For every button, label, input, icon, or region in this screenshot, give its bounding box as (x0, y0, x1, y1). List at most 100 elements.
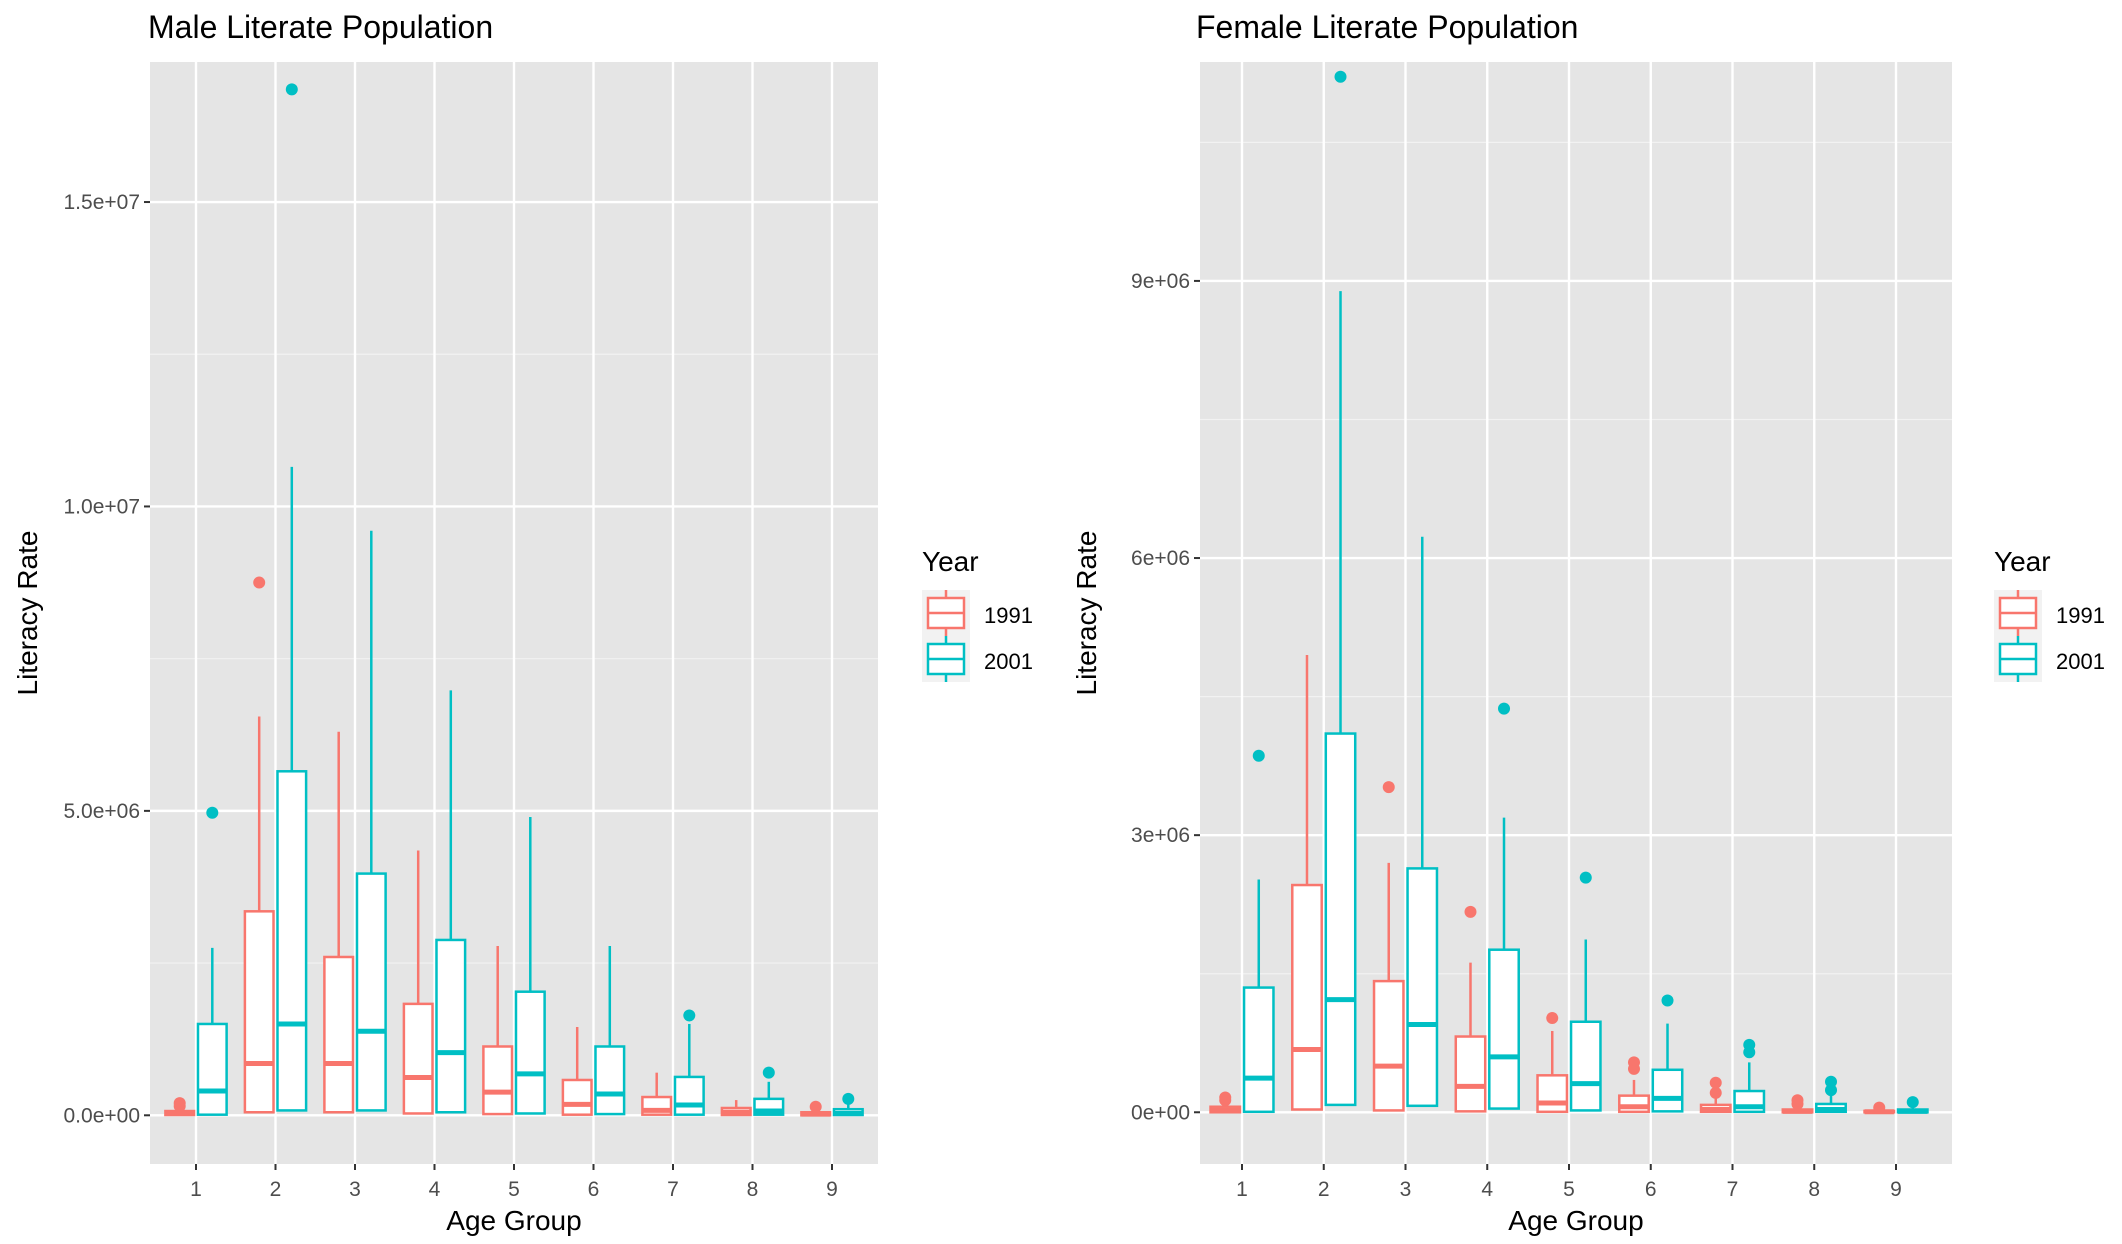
box-2001-6 (594, 946, 626, 1116)
legend-title: Year (1994, 546, 2051, 577)
iqr-box (1618, 1094, 1650, 1114)
outlier-point (253, 576, 266, 589)
outlier-point (1709, 1086, 1722, 1099)
x-tick-label: 8 (747, 1178, 759, 1201)
male-chart: Male Literate Population 0.0e+00 5.0e+06 1… (12, 9, 1033, 1236)
x-tick-label: 2 (1318, 1178, 1330, 1201)
x-tick-label: 2 (270, 1178, 282, 1201)
box-1991-8 (1781, 1094, 1814, 1114)
legend-title: Year (922, 546, 979, 577)
y-axis-label: Literacy Rate (1071, 531, 1102, 696)
x-tick-label: 9 (1890, 1178, 1902, 1201)
iqr-box (1291, 883, 1323, 1111)
chart-title: Female Literate Population (1196, 9, 1578, 45)
box-1991-9 (1863, 1101, 1896, 1115)
box-2001-1 (1242, 749, 1275, 1114)
legend: Year 1991 2001 (1994, 546, 2105, 682)
iqr-box (1406, 867, 1439, 1108)
iqr-box (276, 770, 308, 1112)
y-tick-label: 1.0e+07 (64, 495, 141, 518)
box-2001-3 (355, 530, 387, 1112)
box-2001-3 (1406, 536, 1439, 1108)
box-1991-6 (1618, 1056, 1650, 1114)
x-tick-label: 4 (1481, 1178, 1493, 1201)
box-2001-8 (1815, 1075, 1847, 1114)
box-2001-7 (673, 1009, 705, 1116)
female-chart: Female Literate Population 0e+00 3e+06 6e+… (1071, 9, 2105, 1236)
axis-ticks: 0.0e+00 5.0e+06 1.0e+07 1.5e+07 1 2 3 4 5 6 7 8 9 (64, 191, 838, 1201)
outlier-point (1906, 1096, 1919, 1109)
x-tick-label: 8 (1808, 1178, 1820, 1201)
outlier-point (1743, 1038, 1756, 1051)
legend-item-2001: 2001 (922, 636, 1033, 682)
legend-item-1991: 1991 (922, 590, 1033, 636)
iqr-box (673, 1075, 705, 1116)
x-tick-label: 4 (429, 1178, 441, 1201)
iqr-box (323, 955, 355, 1114)
box-1991-8 (720, 1100, 752, 1117)
legend: Year 1991 2001 (922, 546, 1033, 682)
box-2001-5 (1569, 871, 1602, 1112)
iqr-box (435, 938, 467, 1114)
iqr-box (1454, 1035, 1487, 1113)
box-1991-2 (1291, 655, 1323, 1111)
box-1991-1 (1209, 1091, 1242, 1114)
box-1991-3 (1372, 781, 1405, 1112)
box-1991-6 (561, 1027, 593, 1116)
box-1991-4 (1454, 905, 1487, 1113)
outlier-point (1709, 1076, 1722, 1089)
y-tick-label: 0e+00 (1131, 1101, 1190, 1124)
x-tick-label: 1 (190, 1178, 202, 1201)
outlier-point (1825, 1075, 1838, 1088)
box-1991-7 (641, 1072, 673, 1116)
y-tick-label: 9e+06 (1131, 270, 1190, 293)
outlier-point (1825, 1084, 1838, 1097)
outlier-point (285, 83, 298, 96)
box-2001-9 (1896, 1096, 1929, 1114)
box-2001-1 (196, 806, 228, 1116)
y-tick-label: 0.0e+00 (64, 1104, 141, 1127)
outlier-point (683, 1009, 696, 1022)
outlier-point (1579, 871, 1592, 884)
plot-data (164, 83, 864, 1117)
chart-title: Male Literate Population (148, 9, 493, 45)
x-tick-label: 5 (1563, 1178, 1575, 1201)
y-tick-label: 3e+06 (1131, 824, 1190, 847)
box-1991-5 (1536, 1012, 1569, 1114)
legend-label: 2001 (984, 649, 1033, 674)
legend-label: 2001 (2056, 649, 2105, 674)
iqr-box (1651, 1068, 1684, 1113)
box-1991-5 (482, 946, 514, 1116)
outlier-point (1219, 1091, 1232, 1104)
plot-data (1209, 70, 1929, 1115)
outlier-point (173, 1097, 186, 1110)
axis-ticks: 0e+00 3e+06 6e+06 9e+06 1 2 3 4 5 6 7 8 9 (1131, 270, 1902, 1201)
x-tick-label: 6 (1645, 1178, 1657, 1201)
box-2001-2 (1324, 70, 1357, 1107)
outlier-point (1661, 994, 1674, 1007)
outlier-point (1252, 749, 1265, 762)
outlier-point (762, 1066, 775, 1079)
x-tick-label: 7 (667, 1178, 679, 1201)
outlier-point (1791, 1094, 1804, 1107)
outlier-point (1546, 1012, 1559, 1025)
outlier-point (842, 1092, 855, 1105)
box-2001-9 (832, 1092, 864, 1117)
box-2001-7 (1733, 1038, 1766, 1114)
legend-label: 1991 (984, 603, 1033, 628)
iqr-box (1536, 1074, 1569, 1114)
outlier-point (1627, 1056, 1640, 1069)
iqr-box (1569, 1020, 1602, 1112)
iqr-box (1324, 732, 1357, 1107)
box-2001-6 (1651, 994, 1684, 1113)
x-tick-label: 5 (508, 1178, 520, 1201)
y-tick-label: 5.0e+06 (64, 800, 141, 823)
box-2001-4 (435, 690, 467, 1114)
y-tick-label: 1.5e+07 (64, 191, 141, 214)
x-tick-label: 9 (826, 1178, 838, 1201)
iqr-box (1372, 979, 1405, 1112)
box-2001-4 (1488, 702, 1520, 1110)
iqr-box (482, 1045, 514, 1116)
x-tick-label: 7 (1727, 1178, 1739, 1201)
